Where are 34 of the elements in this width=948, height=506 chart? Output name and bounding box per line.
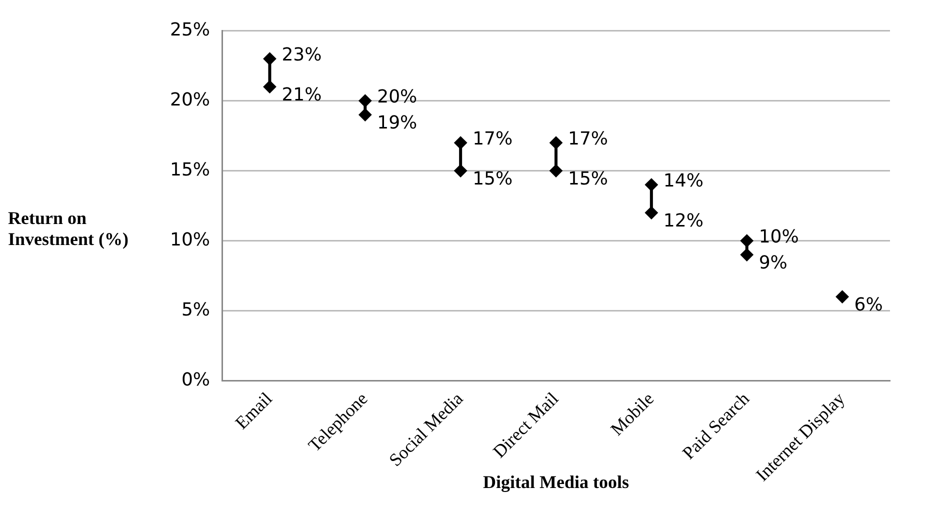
data-label: 20% [377, 86, 418, 108]
data-label: 23% [282, 44, 322, 66]
point [263, 80, 276, 94]
point [263, 52, 276, 66]
y-tick-label: 25% [170, 19, 210, 40]
y-tick-label: 15% [170, 159, 210, 180]
point [550, 136, 563, 150]
point [644, 178, 658, 192]
point [836, 290, 849, 304]
y-tick-label: 20% [170, 89, 210, 110]
data-label: 14% [663, 170, 704, 192]
data-label: 19% [377, 112, 418, 134]
data-label: 17% [472, 128, 513, 150]
y-axis-title: Return on Investment (%) [8, 208, 130, 250]
point [644, 206, 658, 220]
point [358, 94, 372, 108]
data-label: 15% [472, 168, 513, 190]
data-label: 10% [758, 226, 799, 248]
data-label: 12% [663, 210, 704, 232]
y-tick-label: 10% [170, 229, 210, 250]
y-tick-label: 0% [181, 369, 210, 390]
data-label: 17% [568, 128, 608, 150]
point [358, 108, 372, 122]
point [454, 164, 468, 178]
point [454, 136, 468, 150]
y-tick-label: 5% [181, 299, 210, 320]
data-label: 9% [758, 252, 788, 274]
data-label: 21% [282, 84, 322, 106]
data-label: 15% [568, 168, 608, 190]
x-axis-title: Digital Media tools [483, 472, 630, 492]
point [740, 248, 754, 262]
point [550, 164, 563, 178]
data-label: 6% [854, 294, 883, 316]
point [740, 234, 754, 248]
